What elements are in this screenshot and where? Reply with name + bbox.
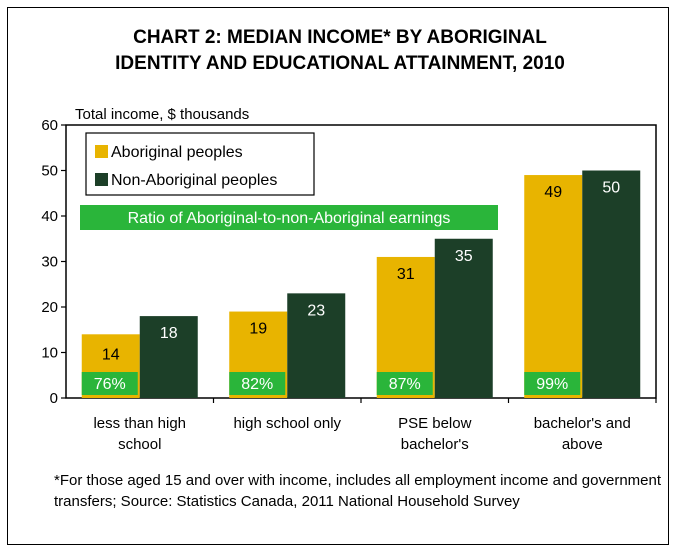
x-tick-label: school — [118, 436, 161, 453]
data-label: 14 — [102, 346, 120, 363]
y-axis-label: Total income, $ thousands — [75, 106, 249, 123]
data-label: 49 — [544, 184, 562, 201]
legend-label: Aboriginal peoples — [111, 144, 243, 161]
bar-aboriginal — [524, 175, 583, 398]
ratio-banner-label: Ratio of Aboriginal-to-non-Aboriginal ea… — [128, 210, 451, 227]
ratio-banner — [80, 205, 498, 230]
chart-title-line-2: IDENTITY AND EDUCATIONAL ATTAINMENT, 201… — [115, 53, 565, 74]
legend-swatch — [95, 145, 108, 158]
bar-non-aboriginal — [582, 170, 641, 398]
x-tick-label: above — [562, 436, 603, 453]
legend-swatch — [95, 173, 108, 186]
x-tick-label: bachelor's — [401, 436, 469, 453]
y-tick-label: 60 — [41, 117, 58, 134]
ratio-badge — [524, 372, 581, 395]
data-label: 18 — [160, 325, 178, 342]
ratio-badge — [376, 372, 433, 395]
plot-area: 0 10 20 30 40 50 60 14 18 76% less than high school… — [41, 117, 657, 453]
ratio-label: 76% — [94, 376, 126, 393]
chart-title: CHART 2: MEDIAN INCOME* BY ABORIGINAL ID… — [0, 25, 680, 77]
y-tick-label: 20 — [41, 299, 58, 316]
bar-non-aboriginal — [287, 293, 346, 398]
data-label: 35 — [455, 248, 473, 265]
ratio-badge — [81, 372, 138, 395]
data-label: 19 — [249, 321, 267, 338]
footnote: *For those aged 15 and over with income,… — [54, 472, 662, 510]
y-tick-label: 0 — [50, 390, 58, 407]
bar-non-aboriginal — [139, 316, 198, 398]
chart-title-line-1: CHART 2: MEDIAN INCOME* BY ABORIGINAL — [133, 27, 547, 48]
x-tick-label: PSE below — [398, 415, 472, 432]
ratio-label: 87% — [389, 376, 421, 393]
chart-frame — [7, 7, 669, 545]
legend-box — [85, 132, 315, 196]
ratio-badge — [229, 372, 286, 395]
y-tick-label: 50 — [41, 163, 58, 180]
data-label: 23 — [307, 302, 325, 319]
ratio-label: 99% — [536, 376, 568, 393]
bar-non-aboriginal — [434, 238, 493, 398]
y-tick-label: 40 — [41, 208, 58, 225]
x-tick-label: high school only — [233, 415, 341, 432]
y-tick-label: 10 — [41, 345, 58, 362]
x-tick-label: less than high — [93, 415, 186, 432]
data-label: 50 — [602, 180, 620, 197]
y-tick-label: 30 — [41, 254, 58, 271]
legend-label: Non-Aboriginal peoples — [111, 172, 277, 189]
data-label: 31 — [397, 266, 415, 283]
ratio-label: 82% — [241, 376, 273, 393]
x-tick-label: bachelor's and — [534, 415, 631, 432]
